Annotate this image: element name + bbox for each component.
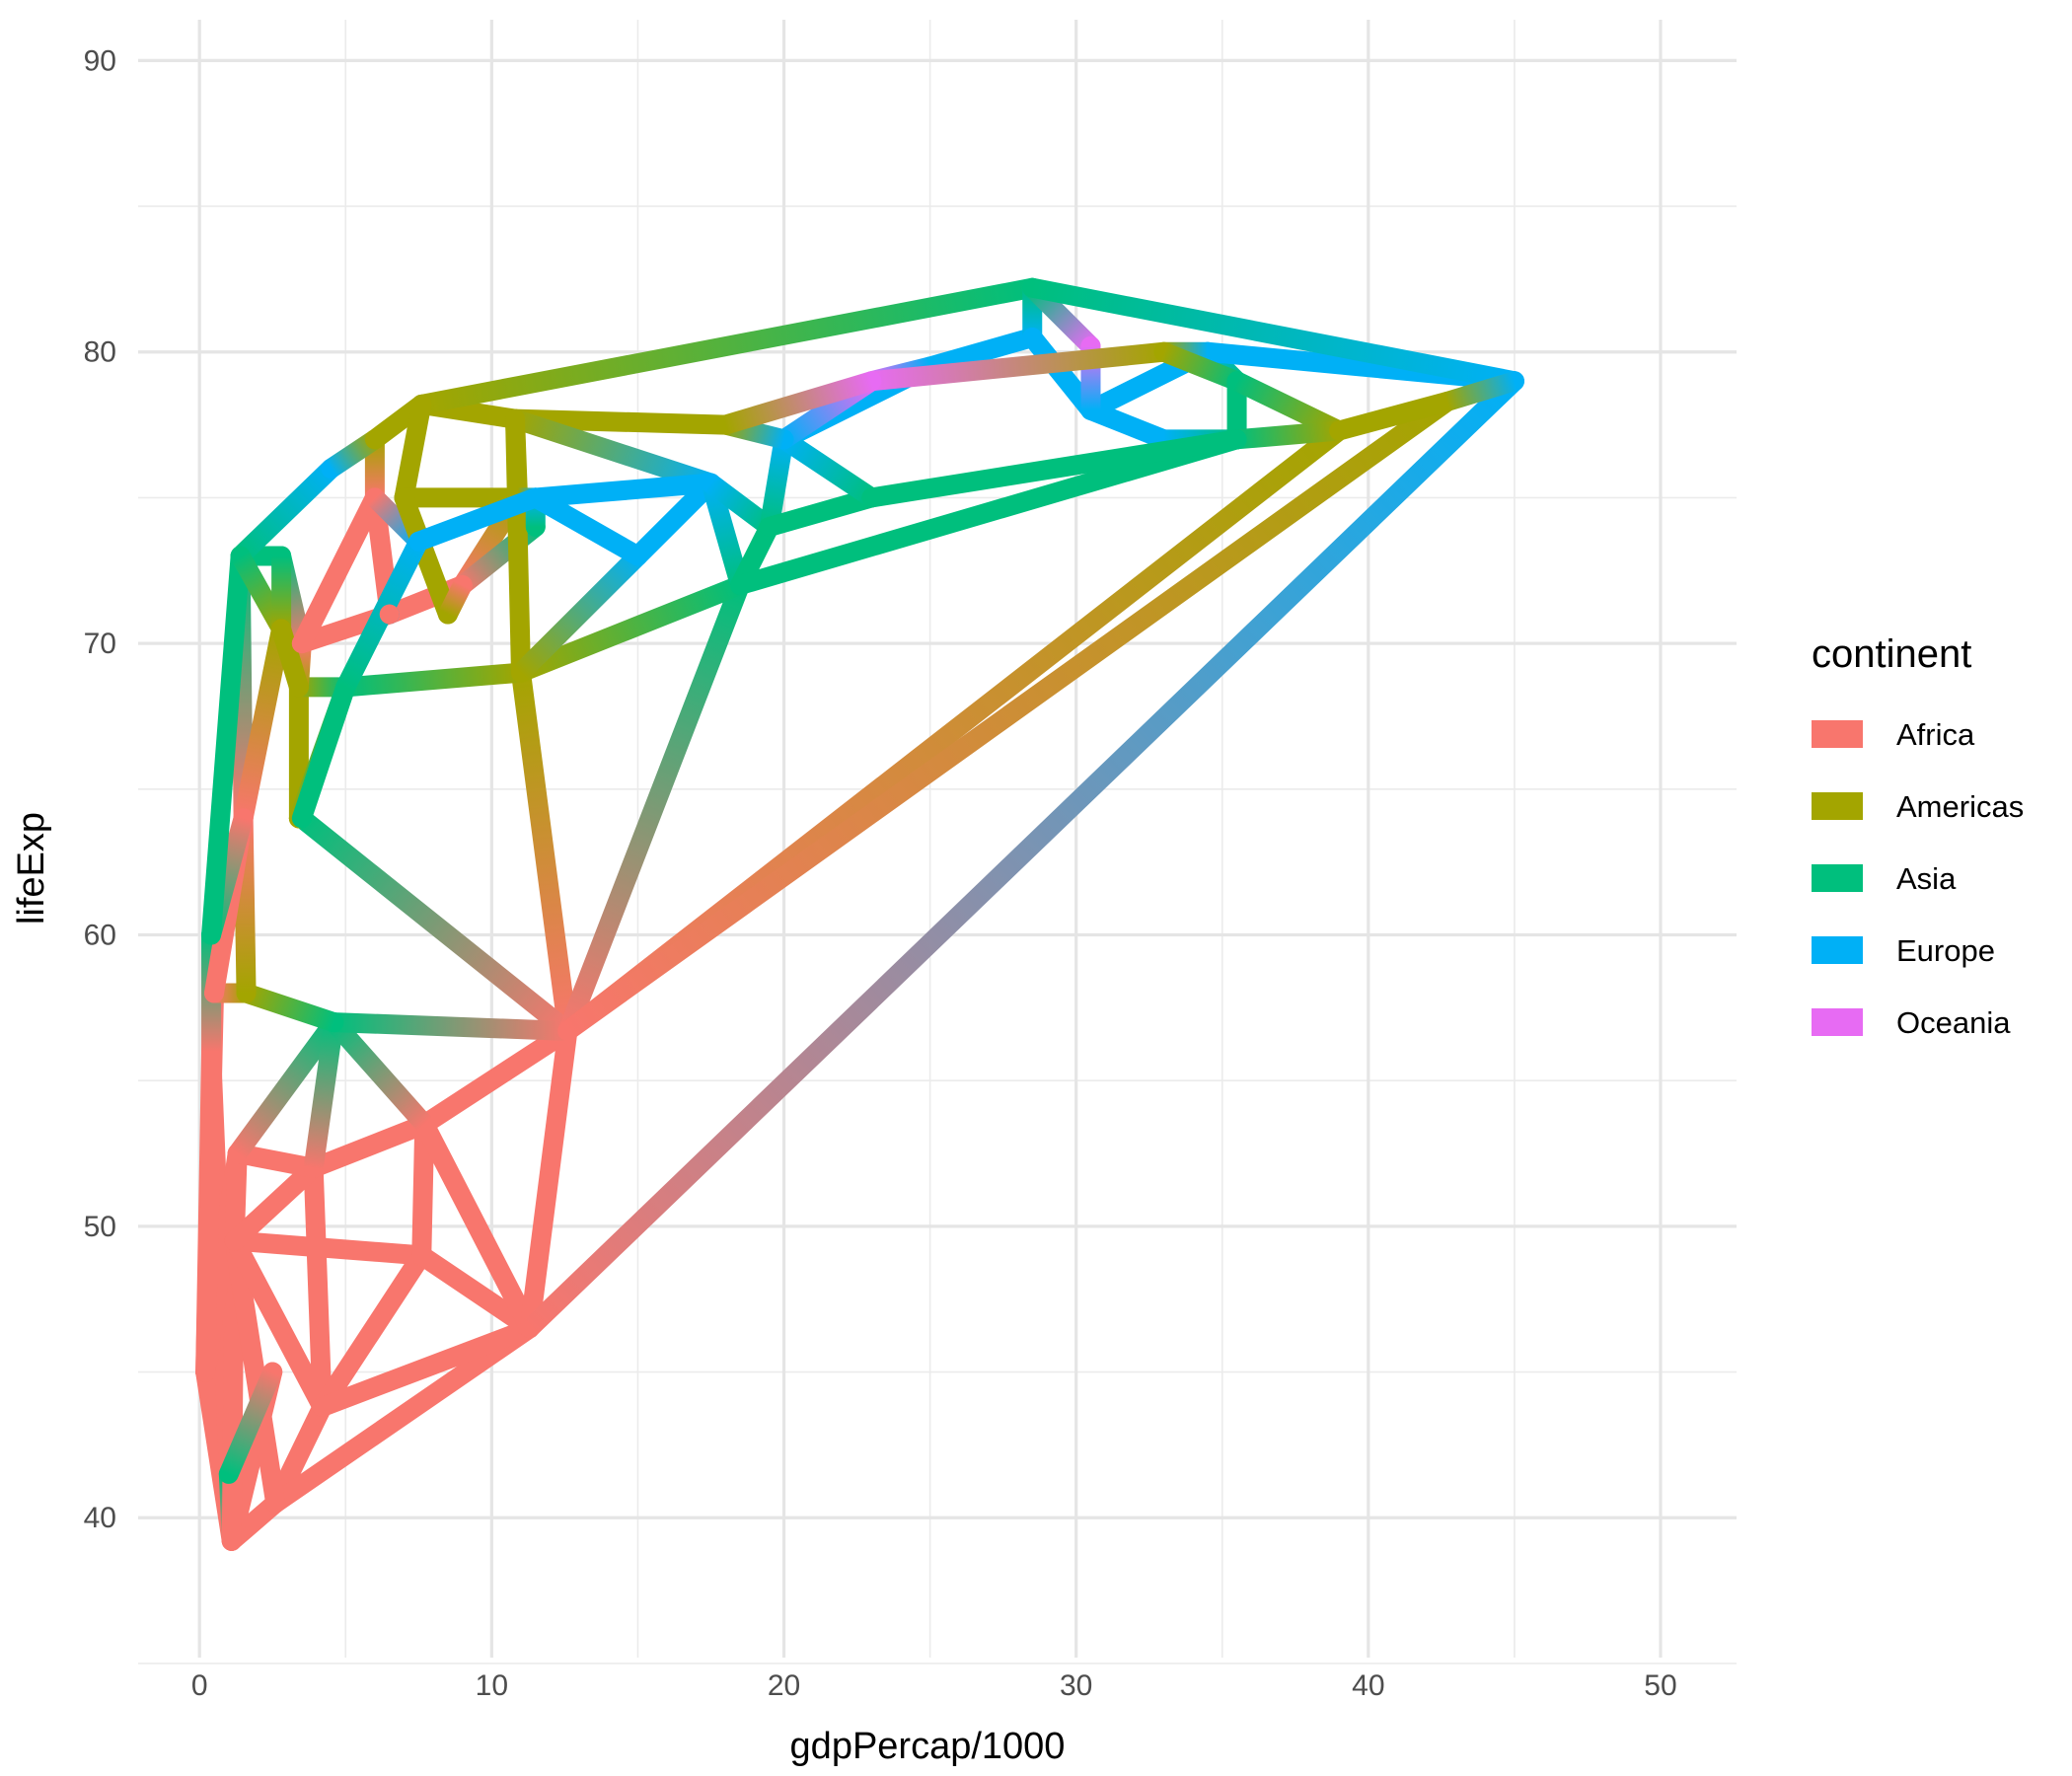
segment-americas-americas [505, 408, 736, 435]
segment-africa-africa [227, 1144, 324, 1178]
segment-europe-europe [525, 473, 721, 508]
segment-americas-americas [505, 408, 531, 683]
y-tick-label: 70 [84, 628, 116, 660]
legend-key-asia [1812, 864, 1863, 892]
x-tick-label: 40 [1352, 1669, 1384, 1702]
segment-africa-asia [557, 575, 751, 1041]
segment-asia-asia [759, 487, 882, 537]
segment-africa-africa [414, 1020, 578, 1135]
x-axis-title: gdpPercap/1000 [790, 1726, 1066, 1767]
legend-label-asia: Asia [1896, 861, 1957, 896]
legend-title: continent [1812, 632, 1971, 676]
segment-americas-asia [236, 983, 344, 1033]
segment-africa-americas [557, 391, 1457, 1041]
segment-asia-asia [201, 546, 251, 945]
segment-europe-asia [701, 473, 751, 596]
x-tick-label: 50 [1644, 1669, 1676, 1702]
segment-europe-asia [774, 429, 882, 508]
segment-africa-africa [414, 1114, 540, 1339]
x-tick-label: 20 [768, 1669, 800, 1702]
segment-europe-asia [701, 473, 779, 537]
legend-label-africa: Africa [1896, 717, 1975, 752]
segment-africa-africa [224, 1230, 432, 1266]
legend-key-europe [1812, 936, 1863, 964]
legend-label-europe: Europe [1896, 933, 1995, 968]
segment-americas-africa [437, 575, 473, 625]
segment-americas-europe [1437, 371, 1524, 411]
segment-africa-africa [312, 1245, 432, 1417]
segment-africa-africa [224, 1230, 333, 1417]
x-tick-label: 0 [191, 1669, 208, 1702]
x-tick-label: 10 [476, 1669, 508, 1702]
legend-label-americas: Americas [1896, 789, 2024, 824]
legend-key-oceania [1812, 1008, 1863, 1036]
segment-asia-asia [861, 429, 1247, 508]
segment-africa-africa [224, 1144, 248, 1251]
segment-europe-europe [408, 487, 546, 552]
y-tick-label: 50 [84, 1211, 116, 1243]
x-tick-label: 30 [1060, 1669, 1092, 1702]
segment-africa-africa [224, 1157, 324, 1251]
segment-americas-americas [1329, 391, 1457, 441]
segment-americas-americas [394, 394, 432, 508]
segment-africa-asia [218, 1362, 283, 1484]
segment-americas-asia [411, 277, 1043, 414]
segment-asia-europe [1022, 277, 1524, 392]
x-axis-ticks: 0 10 20 30 40 50 [191, 1669, 1677, 1702]
legend-label-oceania: Oceania [1896, 1005, 2011, 1040]
y-axis-title: lifeExp [11, 812, 52, 925]
plot-grid [138, 20, 1737, 1665]
segment-americas-europe [505, 408, 721, 493]
segment-americas-americas [271, 619, 309, 698]
y-axis-ticks: 40 50 60 70 80 90 [84, 44, 116, 1534]
segment-africa-africa [411, 1114, 435, 1266]
segment-africa-americas [233, 619, 292, 829]
segment-americas-asia [510, 575, 751, 683]
segment-asia-asia [291, 677, 356, 829]
segment-africa-asia [324, 1012, 435, 1135]
segment-africa-africa [303, 1114, 435, 1178]
segment-americas-asia [335, 662, 531, 698]
segment-africa-asia [227, 1012, 344, 1164]
legend: continent Africa Americas Asia Europe Oceani… [1812, 632, 2024, 1040]
segment-asia-americas [1226, 420, 1350, 450]
segment-africa-americas [510, 662, 578, 1041]
segment-africa-africa [312, 1318, 540, 1417]
y-tick-label: 40 [84, 1502, 116, 1534]
segment-europe-europe [525, 487, 648, 566]
segment-americas-americas [394, 487, 458, 625]
segment-americas-oceania [715, 371, 882, 435]
segment-africa-asia [291, 808, 578, 1041]
segment-africa-africa [291, 487, 385, 654]
y-tick-label: 80 [84, 336, 116, 369]
y-tick-label: 60 [84, 919, 116, 951]
segment-asia-asia [730, 429, 1247, 596]
segment-asia-europe [759, 429, 794, 537]
legend-key-africa [1812, 720, 1863, 748]
segment-africa-europe [519, 371, 1524, 1339]
segment-africa-asia [324, 1012, 578, 1041]
segment-africa-asia [303, 1012, 344, 1178]
y-tick-label: 90 [84, 44, 116, 77]
legend-key-americas [1812, 792, 1863, 820]
segment-oceania-americas [861, 341, 1174, 392]
segment-africa-africa [265, 1318, 540, 1514]
segment-europe-europe [920, 327, 1043, 377]
segment-africa-africa [411, 1245, 540, 1339]
segment-europe-europe [628, 473, 721, 566]
segment-africa-africa [224, 1230, 286, 1514]
segment-americas-europe [510, 546, 648, 683]
segment-africa-africa [519, 1020, 578, 1339]
segment-americas-asia [1153, 341, 1247, 392]
data-segments [195, 277, 1524, 1551]
segment-africa-africa [303, 1157, 333, 1417]
segment-asia-europe [230, 458, 341, 566]
